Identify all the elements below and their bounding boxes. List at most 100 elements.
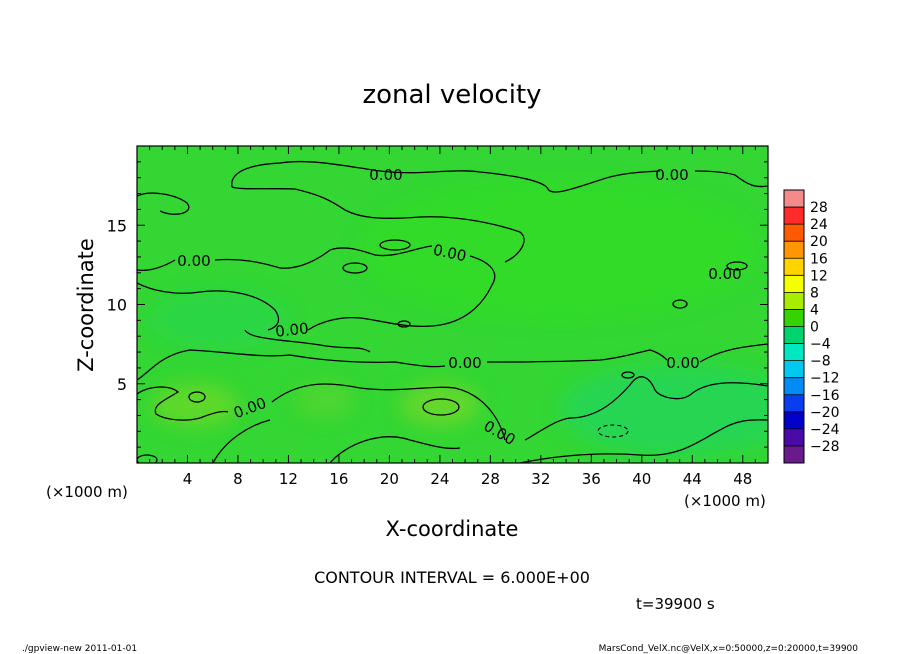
contour-line [307,255,496,331]
colorbar-label: 4 [810,302,819,318]
x-tick-label: 24 [430,470,449,488]
contour-label: 0.00 [708,265,741,283]
contour-loop [342,262,368,274]
colorbar-label: −12 [810,371,840,387]
colorbar-label: 0 [810,320,819,336]
footer-left: ./gpview-new 2011-01-01 [22,644,137,654]
y-tick-labels: 5 10 15 [107,216,127,394]
x-tick-labels: 4 8 12 16 20 24 28 32 36 40 44 48 [183,470,753,488]
contour-line [231,186,525,263]
colorbar-swatch [784,309,804,327]
colorbar-swatch [784,241,804,259]
contour-label: 0.00 [655,166,688,184]
x-tick-label: 8 [233,470,243,488]
upper-tint [360,180,760,320]
colorbar-swatch [784,326,804,344]
colorbar-swatch [784,190,804,208]
positive-patch [295,382,355,418]
contour-line [694,170,768,188]
x-tick-label: 32 [531,470,550,488]
colorbar-label: −16 [810,388,840,404]
x-tick-label: 16 [329,470,348,488]
contour-label: 0.00 [177,252,210,270]
contour-line [699,343,768,363]
contour-loop-dashed [597,424,629,438]
colorbar-swatch [784,292,804,310]
colorbar-swatch [784,377,804,396]
colorbar-label: 20 [810,234,828,250]
y-axis-title: Z-coordinate [74,238,98,372]
contour-line [137,259,176,272]
colorbar-label: −20 [810,405,840,421]
plot-area [137,146,768,463]
colorbar [783,189,805,464]
x-tick-label: 48 [733,470,752,488]
colorbar-swatch [784,258,804,276]
contour-loop [621,371,635,379]
contour-line [137,386,229,421]
colorbar-label: 12 [810,268,828,284]
contour-loop [422,398,460,416]
x-unit-label: (×1000 m) [684,492,766,510]
contour-label: 0.00 [448,354,481,372]
colorbar-swatch [784,207,804,225]
colorbar-label: −8 [810,354,831,370]
y-tick-label: 15 [107,216,127,235]
time-label: t=39900 s [636,595,715,613]
colorbar-label: −24 [810,422,840,438]
colorbar-label: 8 [810,285,819,301]
contour-line [244,329,371,353]
colorbar-swatch [784,224,804,242]
contour-line [486,349,668,363]
lower-tint-left [150,290,290,350]
contour-label: 0.00 [274,319,309,340]
contour-label: 0.00 [369,166,402,184]
contour-line [271,383,506,441]
colorbar-swatch [784,445,804,464]
colorbar-label: −28 [810,439,840,455]
contour-line [519,419,768,463]
x-axis-title: X-coordinate [386,517,519,541]
lower-tint [560,365,768,455]
x-tick-label: 44 [683,470,702,488]
x-tick-label: 40 [632,470,651,488]
contour-loop [726,261,748,271]
positive-patch [400,383,480,427]
colorbar-swatch [784,343,804,361]
positive-patch [150,383,240,427]
colorbar-label: 16 [810,251,828,267]
contour-line [137,349,446,381]
contour-line [137,192,190,215]
contour-loop [188,391,206,403]
colorbar-swatch [784,394,804,413]
contour-interval-text: CONTOUR INTERVAL = 6.000E+00 [314,568,590,587]
colorbar-swatch [784,275,804,293]
footer-right: MarsCond_VelX.nc@VelX,x=0:50000,z=0:2000… [599,644,859,654]
field-shading [150,180,768,455]
y-tick-label: 10 [107,296,127,315]
contour-line [231,160,661,193]
contour-line [214,245,433,269]
contour-line [329,436,461,463]
y-unit-label: (×1000 m) [46,483,128,501]
x-tick-label: 4 [183,470,193,488]
colorbar-swatch [784,411,804,430]
contour-label: 0.00 [666,354,699,372]
colorbar-label: −4 [810,337,831,353]
contour-line [137,282,280,331]
colorbar-swatch [784,360,804,378]
x-tick-label: 36 [582,470,601,488]
x-tick-label: 12 [279,470,298,488]
colorbar-label: 28 [810,200,828,216]
axis-ticks [137,146,768,463]
contour-loop [137,454,158,463]
contour-loop [672,299,688,309]
chart-title: zonal velocity [362,80,541,110]
contour-loop [379,239,411,251]
contour-loop [397,320,411,328]
contour-line [524,376,768,441]
colorbar-label: 24 [810,217,828,233]
colorbar-swatch [784,428,804,447]
